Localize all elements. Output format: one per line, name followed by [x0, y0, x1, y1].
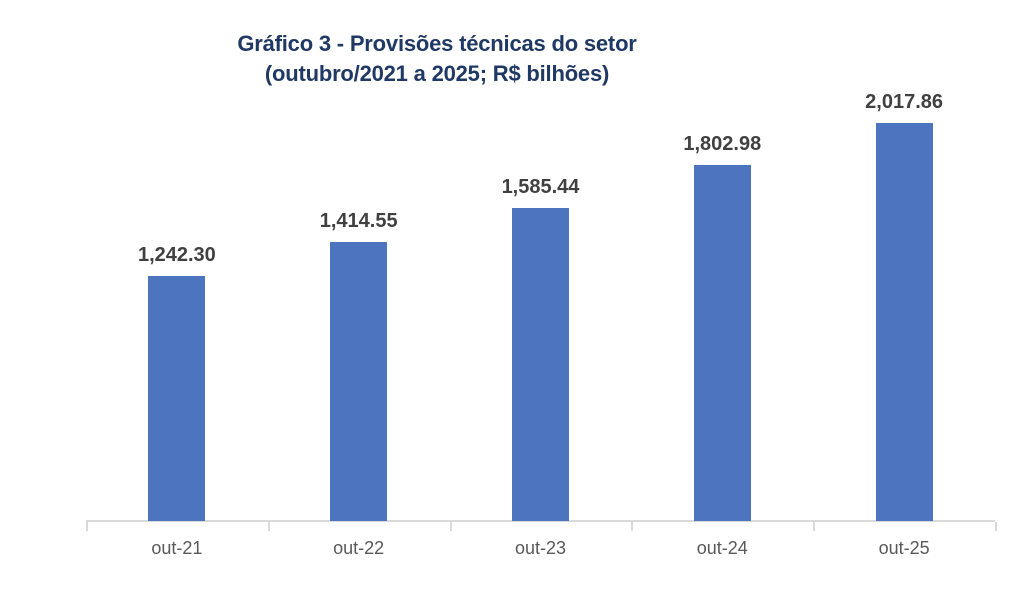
bar-out-22 [330, 242, 388, 521]
category-label-out-23: out-23 [514, 538, 567, 558]
bar-out-25 [875, 123, 933, 521]
value-label-out-22: 1,414.55 [319, 210, 398, 232]
x-axis-tick [995, 522, 997, 531]
x-axis-tick [813, 522, 816, 531]
category-label-out-22: out-22 [333, 538, 385, 558]
chart-title: Gráfico 3 - Provisões técnicas do setor … [37, 29, 837, 89]
x-axis-line [86, 520, 995, 522]
bar-out-24 [693, 165, 751, 521]
category-label-out-25: out-25 [878, 538, 930, 558]
x-axis-tick [631, 522, 634, 531]
bar-out-23 [512, 208, 569, 521]
value-label-out-23: 1,585.44 [501, 176, 580, 198]
chart-title-line2: (outubro/2021 a 2025; R$ bilhões) [264, 61, 610, 86]
category-label-out-24: out-24 [696, 538, 748, 558]
value-label-out-21: 1,242.30 [137, 244, 216, 266]
value-label-out-25: 2,017.86 [865, 91, 944, 113]
bar-out-21 [148, 276, 206, 521]
category-label-out-21: out-21 [151, 538, 203, 558]
x-axis-tick [267, 522, 270, 531]
value-label-out-24: 1,802.98 [683, 133, 762, 155]
x-axis-tick [86, 522, 88, 531]
x-axis-tick [449, 522, 452, 531]
chart-title-line1: Gráfico 3 - Provisões técnicas do setor [237, 31, 637, 56]
